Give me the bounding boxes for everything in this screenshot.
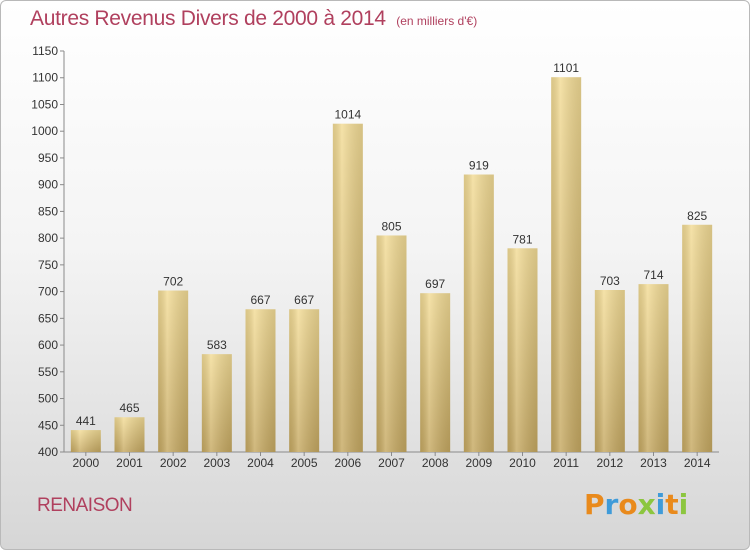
bar-value-label: 667: [250, 293, 270, 307]
y-tick-label: 450: [38, 418, 58, 432]
bar-shading: [463, 174, 494, 452]
chart-title-block: Autres Revenus Divers de 2000 à 2014 (en…: [30, 7, 477, 31]
labels-group: 2000 441 2001 465 2002 702 2003 583 2004 667 2005 6…: [72, 61, 710, 470]
bar-value-label: 805: [381, 219, 401, 233]
bar-shading: [332, 123, 363, 453]
x-tick-label: 2013: [640, 456, 667, 470]
x-tick-label: 2003: [203, 456, 230, 470]
x-tick-label: 2007: [378, 456, 405, 470]
y-tick-label: 1000: [31, 124, 58, 138]
bar-value-label: 465: [119, 401, 139, 415]
bar-value-label: 919: [469, 159, 489, 173]
logo-letter: r: [604, 488, 619, 521]
bar-value-label: 583: [207, 338, 227, 352]
x-tick-label: 2008: [422, 456, 449, 470]
bar-value-label: 714: [643, 268, 663, 282]
bar-shading: [201, 354, 232, 452]
logo-letter: i: [655, 488, 666, 521]
bar-shading: [594, 289, 625, 452]
bar-shading: [376, 235, 407, 452]
bar-shading: [507, 248, 538, 452]
logo-letter: o: [618, 488, 638, 521]
bar-value-label: 441: [76, 414, 96, 428]
bar-shading: [638, 284, 669, 452]
bar-shading: [682, 224, 713, 452]
y-tick-label: 1050: [31, 97, 58, 111]
y-tick-label: 1150: [32, 44, 58, 58]
y-tick-label: 700: [38, 285, 58, 299]
y-tick-label: 900: [38, 178, 58, 192]
y-tick-label: 650: [38, 311, 58, 325]
bar-shading: [551, 77, 582, 452]
y-tick-label: 800: [38, 231, 58, 245]
bar-shading: [245, 309, 276, 452]
bar-value-label: 781: [512, 232, 532, 246]
y-tick-label: 400: [38, 445, 58, 459]
y-tick-label: 600: [38, 338, 58, 352]
x-tick-label: 2006: [334, 456, 361, 470]
bar-value-label: 697: [425, 277, 445, 291]
bar-shading: [158, 290, 189, 452]
proxiti-logo[interactable]: Proxiti: [584, 488, 688, 521]
bar-value-label: 825: [687, 209, 707, 223]
x-tick-label: 2004: [247, 456, 274, 470]
x-tick-label: 2014: [684, 456, 711, 470]
x-tick-label: 2011: [553, 456, 579, 470]
y-tick-label: 500: [38, 392, 58, 406]
y-tick-label: 950: [38, 151, 58, 165]
y-tick-label: 750: [38, 258, 58, 272]
bar-value-label: 667: [294, 293, 314, 307]
town-name: RENAISON: [37, 495, 133, 516]
bars-group: [70, 77, 713, 453]
logo-letter: t: [665, 488, 679, 521]
x-tick-label: 2010: [509, 456, 536, 470]
bar-shading: [420, 293, 451, 452]
logo-letter: i: [678, 488, 689, 521]
bar-value-label: 1014: [334, 108, 361, 122]
x-tick-label: 2000: [72, 456, 99, 470]
chart-subtitle: (en milliers d'€): [396, 14, 478, 28]
y-tick-label: 850: [38, 204, 58, 218]
x-tick-label: 2005: [291, 456, 318, 470]
chart-title: Autres Revenus Divers de 2000 à 2014: [30, 7, 386, 30]
x-tick-label: 2012: [596, 456, 623, 470]
bar-value-label: 702: [163, 275, 183, 289]
y-tick-label: 550: [38, 365, 58, 379]
logo-letter: P: [584, 488, 605, 521]
y-tick-label: 1100: [32, 71, 58, 85]
bar-shading: [289, 309, 320, 452]
logo-letter: x: [637, 488, 656, 521]
x-tick-label: 2002: [160, 456, 187, 470]
x-tick-label: 2001: [116, 456, 143, 470]
bar-value-label: 1101: [553, 61, 579, 75]
x-tick-label: 2009: [465, 456, 492, 470]
bar-shading: [70, 430, 101, 452]
bar-value-label: 703: [600, 274, 620, 288]
bar-shading: [114, 417, 145, 452]
